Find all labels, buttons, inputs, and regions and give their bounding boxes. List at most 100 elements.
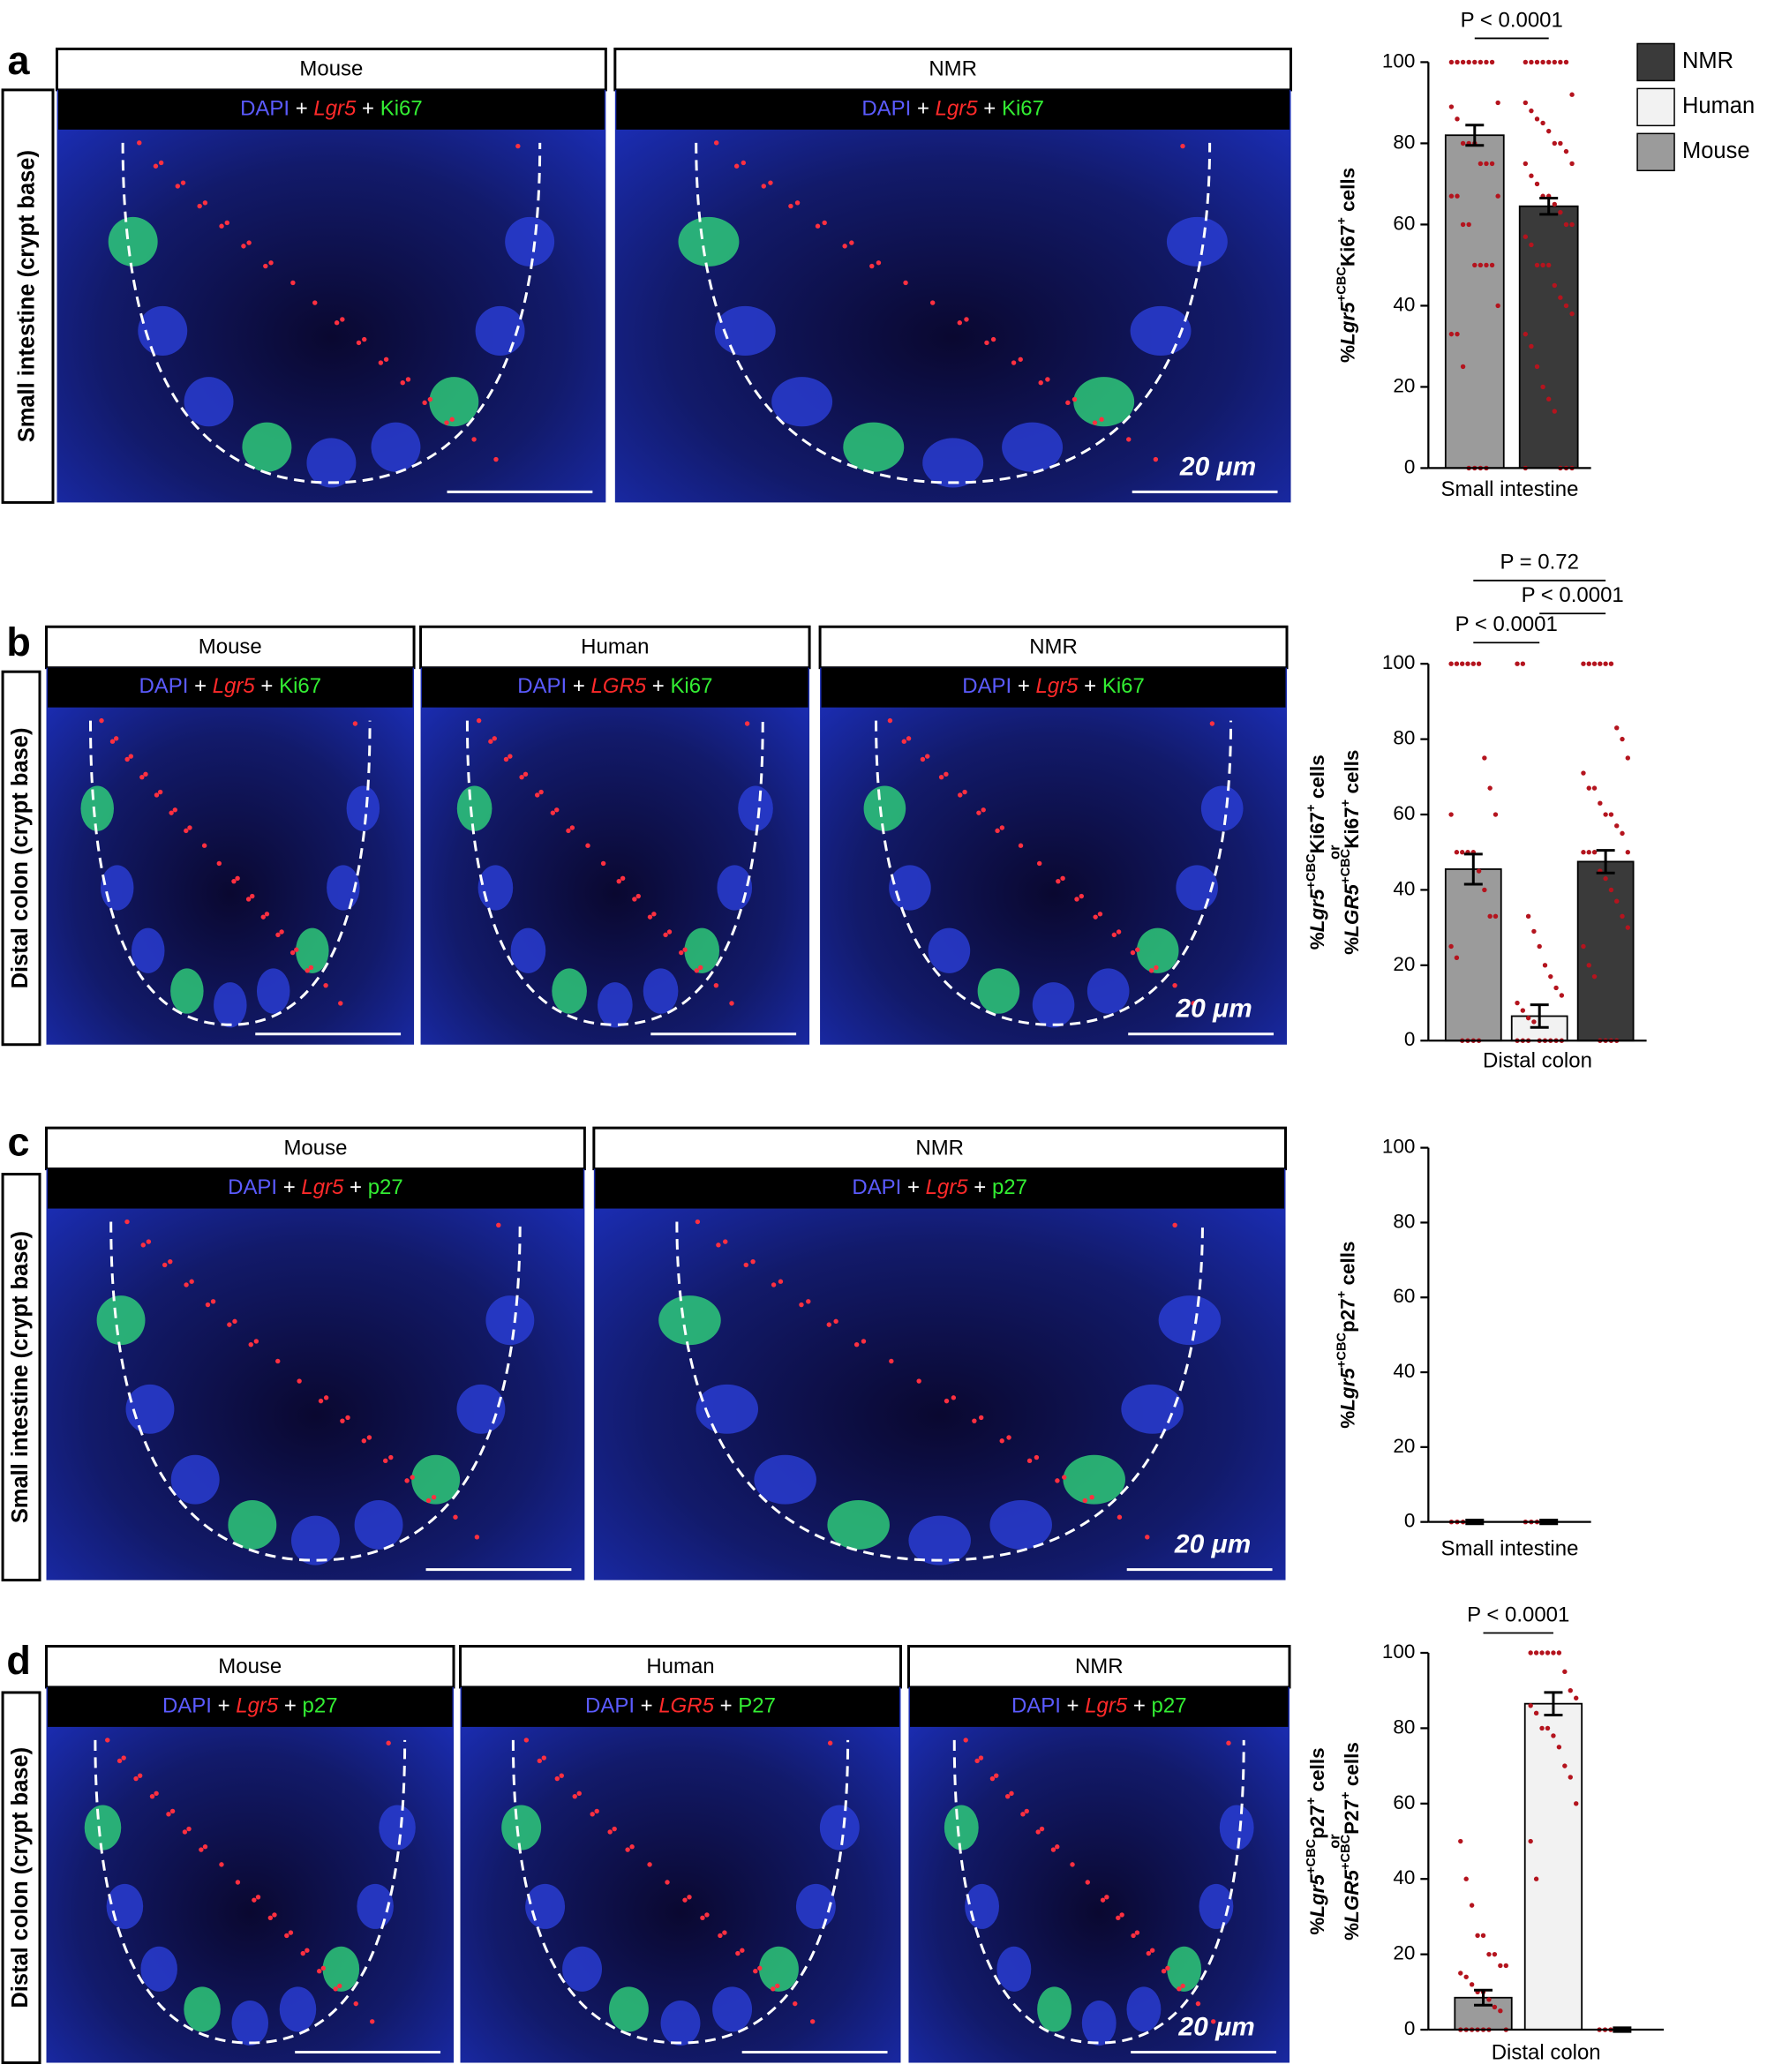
y-tick-label: 100 (1382, 1136, 1416, 1158)
signal-dot (241, 244, 246, 249)
signal-dot (569, 825, 575, 830)
signal-dot (1026, 1458, 1033, 1464)
signal-dot (235, 875, 240, 882)
signal-dot (1134, 1930, 1140, 1935)
text-run: % (1341, 937, 1363, 955)
nucleus (660, 2001, 701, 2046)
text-run: +CBC (1339, 1834, 1353, 1870)
data-point (1620, 913, 1625, 920)
signal-dot (422, 400, 427, 406)
signal-dot (1093, 914, 1098, 920)
data-point (1523, 161, 1529, 167)
data-point (1455, 59, 1460, 65)
data-point (1552, 201, 1557, 207)
text-run: Ki67 (1002, 97, 1044, 121)
signal-dot (978, 1755, 984, 1760)
data-point (1581, 943, 1586, 950)
data-point (1558, 140, 1563, 146)
signal-dot (388, 1454, 394, 1460)
text-run: Ki67 (279, 674, 321, 698)
signal-dot (356, 340, 362, 346)
signal-dot (431, 1494, 437, 1500)
nucleus (608, 1986, 649, 2032)
text-run: DAPI (1011, 1694, 1061, 1718)
side-label-box (1, 670, 41, 1047)
data-point (1460, 364, 1466, 370)
data-point (1531, 928, 1537, 935)
nucleus (279, 1986, 317, 2032)
data-point (1534, 364, 1540, 370)
data-point (1448, 104, 1455, 109)
signal-dot (400, 380, 405, 386)
signal-dot (275, 932, 281, 938)
y-tick-label: 60 (1393, 212, 1415, 234)
p-value: P < 0.0001 (1467, 1603, 1569, 1626)
micrograph (46, 1168, 585, 1580)
nucleus (306, 438, 357, 488)
text-run: cells (1341, 1742, 1363, 1791)
data-point (1470, 661, 1476, 666)
nucleus (84, 1805, 122, 1851)
signal-dot (288, 1930, 294, 1935)
data-point (1558, 209, 1563, 215)
nucleus (1158, 1295, 1222, 1346)
data-point (1574, 1801, 1579, 1806)
signal-dot (925, 754, 930, 759)
data-point (1534, 181, 1540, 187)
signal-dot (109, 739, 116, 744)
signal-dot (320, 1965, 327, 1971)
text-run: % (1336, 1411, 1358, 1429)
data-point (1552, 409, 1557, 414)
signal-dot (149, 1793, 155, 1799)
signal-dot (201, 843, 207, 848)
data-point (1542, 963, 1548, 968)
side-label: Distal colon (crypt base) (8, 728, 33, 989)
nucleus (501, 1805, 542, 1851)
signal-dot (761, 184, 766, 189)
nucleus (1121, 1384, 1184, 1434)
signal-dot (205, 1302, 211, 1308)
signal-dot (1172, 982, 1177, 988)
data-point (1486, 1997, 1492, 2002)
data-point (1487, 785, 1493, 791)
data-point (1556, 1650, 1562, 1655)
y-tick-label: 20 (1393, 374, 1415, 396)
text-run: Ki67 (1306, 812, 1328, 853)
signal-dot (523, 771, 529, 777)
y-tick-label: 40 (1393, 1866, 1415, 1888)
signal-dot (616, 878, 621, 884)
signal-dot (718, 1933, 723, 1939)
text-run: Ki67 (1341, 807, 1363, 848)
signal-dot (169, 810, 174, 815)
signal-dot (632, 897, 637, 902)
signal-dot (146, 1239, 152, 1244)
signal-dot (250, 893, 255, 899)
signal-dot (169, 1808, 176, 1814)
text-run: + (212, 1694, 236, 1718)
signal-dot (154, 1790, 159, 1797)
text-run: DAPI (852, 1175, 901, 1199)
signal-dot (508, 754, 513, 759)
signal-dot (264, 912, 270, 917)
crypt-outline (675, 1221, 1204, 1562)
signal-dot (300, 1950, 305, 1956)
data-point (1489, 262, 1495, 268)
data-point (1581, 850, 1586, 855)
text-run: + (968, 1175, 992, 1199)
signal-dot (199, 1847, 204, 1852)
signal-dot (474, 1535, 480, 1540)
text-run: + (567, 674, 590, 698)
signal-dot (566, 828, 571, 834)
crypt-outline (875, 720, 1233, 1026)
signal-dot (323, 982, 328, 988)
image-header-box (45, 1645, 455, 1689)
signal-dot (1149, 1948, 1155, 1953)
signal-dot (753, 1969, 758, 1974)
text-run: + (188, 674, 212, 698)
x-axis-label: Distal colon (1492, 2040, 1601, 2064)
scale-label: 20 μm (1175, 995, 1252, 1024)
signal-dot (1056, 878, 1061, 884)
data-point (1563, 303, 1569, 309)
image-header: Human (581, 635, 649, 659)
signal-dot (219, 223, 224, 229)
